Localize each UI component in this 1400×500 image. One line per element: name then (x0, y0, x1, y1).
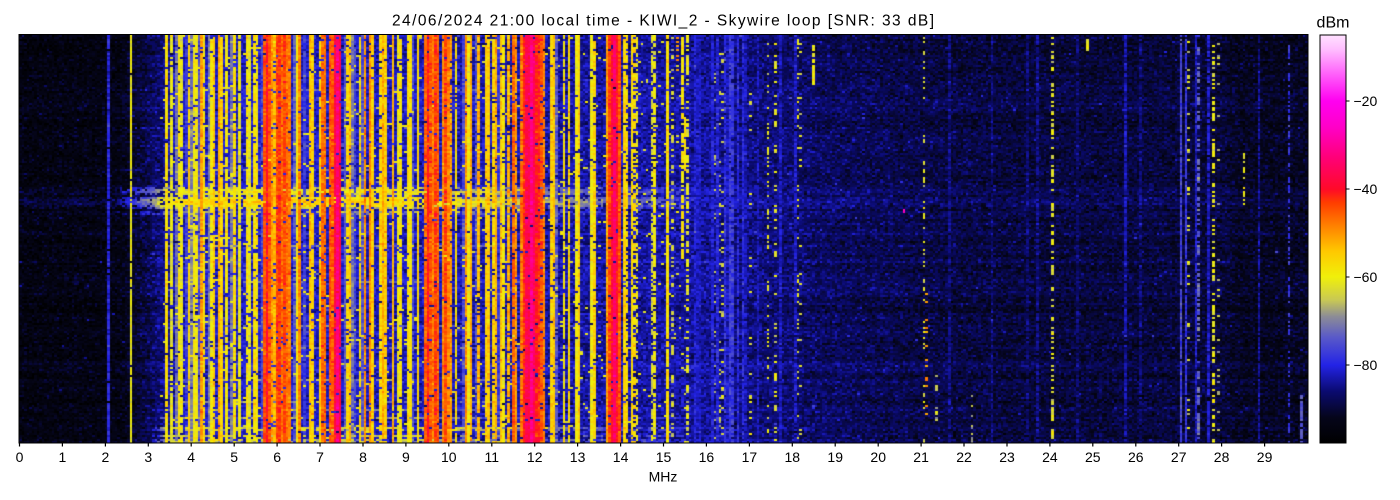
svg-text:16: 16 (699, 449, 715, 465)
svg-text:20: 20 (870, 449, 886, 465)
svg-text:10: 10 (441, 449, 457, 465)
svg-text:15: 15 (656, 449, 672, 465)
svg-text:4: 4 (187, 449, 195, 465)
svg-text:22: 22 (956, 449, 972, 465)
svg-text:13: 13 (570, 449, 586, 465)
svg-text:−60: −60 (1354, 269, 1378, 285)
svg-text:6: 6 (273, 449, 281, 465)
svg-text:12: 12 (527, 449, 543, 465)
svg-text:24: 24 (1042, 449, 1058, 465)
svg-text:11: 11 (485, 449, 500, 465)
svg-text:7: 7 (316, 449, 324, 465)
svg-text:23: 23 (999, 449, 1015, 465)
svg-text:3: 3 (144, 449, 152, 465)
svg-text:29: 29 (1257, 449, 1273, 465)
svg-text:−20: −20 (1354, 93, 1378, 109)
svg-text:28: 28 (1214, 449, 1230, 465)
svg-text:5: 5 (230, 449, 238, 465)
svg-text:17: 17 (742, 449, 758, 465)
svg-text:1: 1 (59, 449, 67, 465)
svg-text:26: 26 (1128, 449, 1144, 465)
svg-text:MHz: MHz (649, 469, 678, 485)
svg-text:−80: −80 (1354, 357, 1378, 373)
svg-text:8: 8 (359, 449, 367, 465)
svg-text:dBm: dBm (1317, 15, 1350, 32)
svg-text:27: 27 (1171, 449, 1187, 465)
svg-text:24/06/2024 21:00 local time -: 24/06/2024 21:00 local time - KIWI_2 - S… (392, 13, 934, 30)
svg-text:14: 14 (613, 449, 629, 465)
svg-text:−40: −40 (1354, 181, 1378, 197)
svg-text:21: 21 (913, 449, 929, 465)
svg-text:9: 9 (402, 449, 410, 465)
svg-text:25: 25 (1085, 449, 1101, 465)
svg-text:19: 19 (827, 449, 843, 465)
svg-text:0: 0 (16, 449, 24, 465)
svg-text:2: 2 (102, 449, 110, 465)
svg-text:18: 18 (785, 449, 801, 465)
